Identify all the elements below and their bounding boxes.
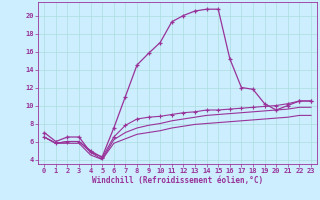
X-axis label: Windchill (Refroidissement éolien,°C): Windchill (Refroidissement éolien,°C) bbox=[92, 176, 263, 185]
